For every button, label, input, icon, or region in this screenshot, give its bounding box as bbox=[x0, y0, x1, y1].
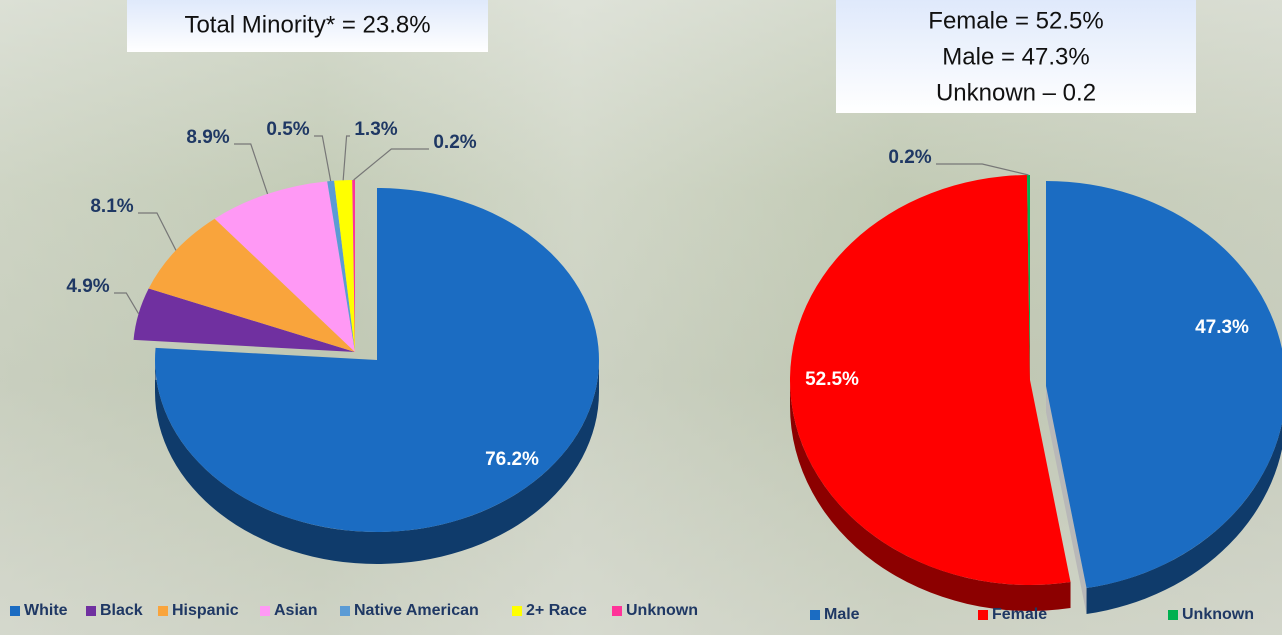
data-label: 52.5% bbox=[805, 369, 859, 390]
data-label: 1.3% bbox=[354, 119, 397, 140]
slice bbox=[1046, 181, 1282, 588]
legend-swatch bbox=[512, 606, 522, 616]
legend-label: Black bbox=[100, 602, 143, 619]
legend-label: White bbox=[24, 602, 68, 619]
legend-swatch bbox=[612, 606, 622, 616]
legend-label: Hispanic bbox=[172, 602, 239, 619]
legend-label: Native American bbox=[354, 602, 479, 619]
legend-label: Unknown bbox=[626, 602, 698, 619]
leader-line bbox=[343, 136, 350, 180]
legend-swatch bbox=[10, 606, 20, 616]
data-label: 8.1% bbox=[90, 196, 133, 217]
chart-title: Female = 52.5% bbox=[928, 7, 1103, 34]
leader-line bbox=[936, 164, 1028, 175]
legend-label: Asian bbox=[274, 602, 318, 619]
chart-title: Male = 47.3% bbox=[942, 43, 1089, 70]
leader-line bbox=[354, 149, 429, 180]
data-label: 0.5% bbox=[266, 119, 309, 140]
legend-swatch bbox=[86, 606, 96, 616]
chart-title: Total Minority* = 23.8% bbox=[184, 11, 430, 38]
data-label: 8.9% bbox=[186, 127, 229, 148]
leader-line bbox=[114, 293, 139, 314]
legend-swatch bbox=[1168, 610, 1178, 620]
slide: Total Minority* = 23.8% 76.2% 4.9% 8.1% 8.9%… bbox=[0, 0, 1282, 635]
data-label: 0.2% bbox=[888, 147, 931, 168]
chart-title: Unknown – 0.2 bbox=[936, 79, 1096, 106]
legend-swatch bbox=[340, 606, 350, 616]
data-label: 76.2% bbox=[485, 449, 539, 470]
legend-label: Unknown bbox=[1182, 606, 1254, 623]
leader-line bbox=[314, 136, 331, 181]
leader-line bbox=[234, 144, 268, 194]
leader-line bbox=[138, 213, 176, 250]
legend-swatch bbox=[158, 606, 168, 616]
legend-label: Female bbox=[992, 606, 1047, 623]
legend-swatch bbox=[810, 610, 820, 620]
legend-label: Male bbox=[824, 606, 860, 623]
legend-label: 2+ Race bbox=[526, 602, 587, 619]
data-label: 47.3% bbox=[1195, 317, 1249, 338]
chart: Total Minority* = 23.8% 76.2% 4.9% 8.1% 8.9%… bbox=[0, 0, 1282, 635]
data-label: 0.2% bbox=[433, 132, 476, 153]
data-label: 4.9% bbox=[66, 276, 109, 297]
legend-swatch bbox=[978, 610, 988, 620]
legend-swatch bbox=[260, 606, 270, 616]
